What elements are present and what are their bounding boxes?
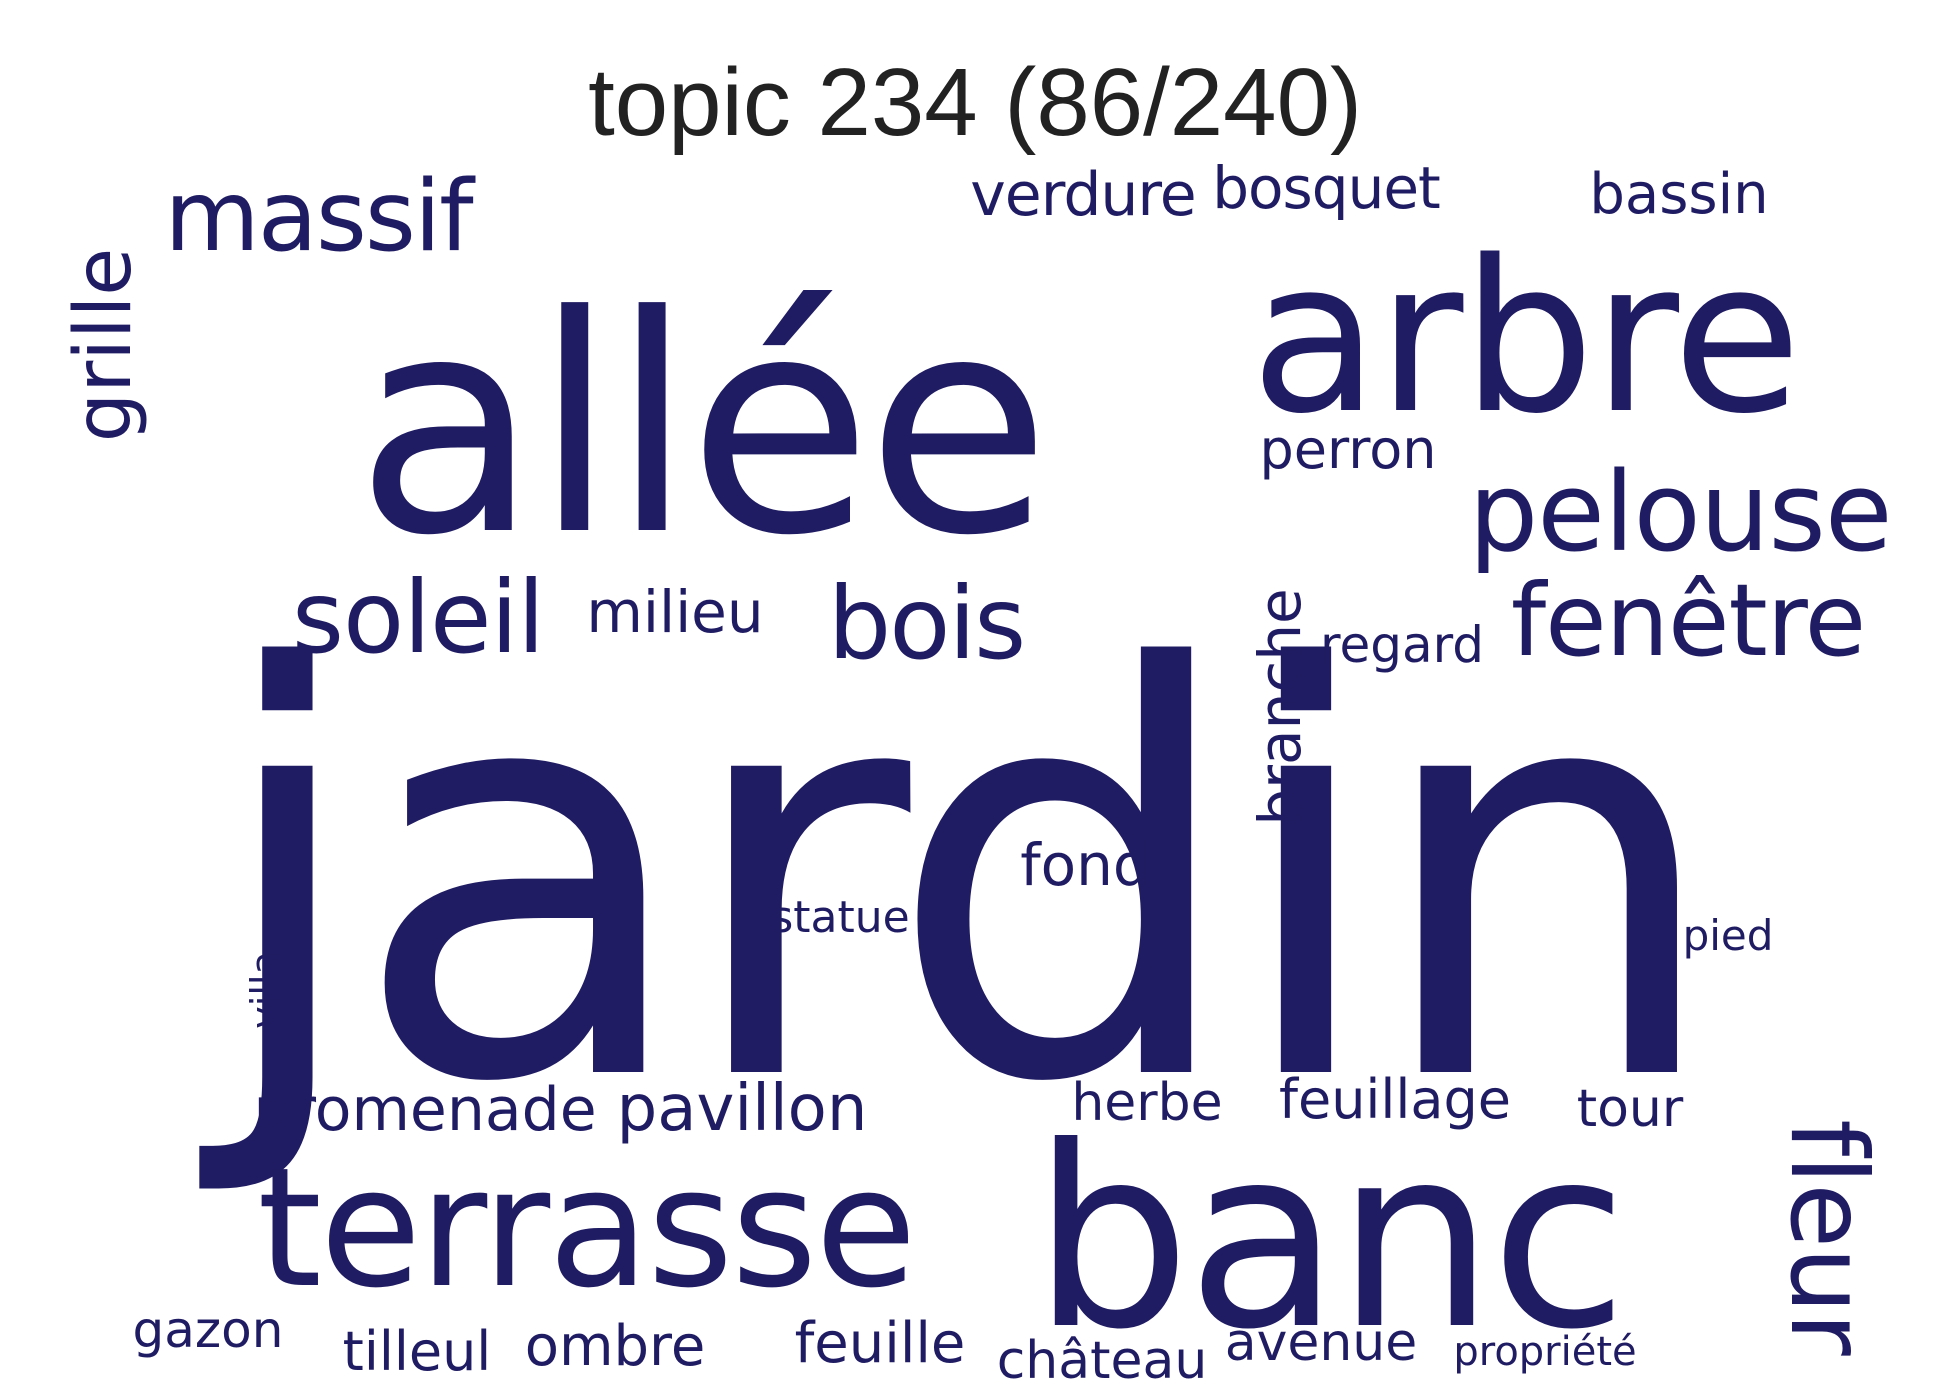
word-pelouse: pelouse	[1468, 448, 1891, 576]
word-fleur: fleur	[1767, 1119, 1889, 1356]
word-milieu: milieu	[586, 578, 763, 646]
word-feuille: feuille	[795, 1311, 966, 1376]
word-allée: allée	[355, 252, 1045, 601]
word-massif: massif	[164, 160, 476, 274]
word-feuillage: feuillage	[1279, 1068, 1511, 1131]
page-title: topic 234 (86/240)	[588, 49, 1362, 156]
word-soleil: soleil	[292, 559, 544, 676]
word-château: château	[997, 1331, 1208, 1391]
word-bassin: bassin	[1589, 162, 1768, 227]
word-promenade: promenade	[253, 1075, 596, 1145]
word-verdure: verdure	[970, 160, 1195, 230]
word-branche: branche	[1246, 588, 1314, 825]
word-terrasse: terrasse	[257, 1132, 915, 1324]
word-arbre: arbre	[1250, 215, 1799, 460]
word-regard: regard	[1320, 616, 1484, 674]
word-pied: pied	[1683, 911, 1774, 960]
word-fond: fond	[1020, 831, 1149, 899]
word-perron: perron	[1259, 418, 1436, 481]
word-fenêtre: fenêtre	[1511, 562, 1865, 679]
word-herbe: herbe	[1071, 1073, 1222, 1133]
word-pavillon: pavillon	[617, 1072, 868, 1146]
word-tilleul: tilleul	[343, 1320, 492, 1383]
word-statue: statue	[770, 892, 909, 943]
word-tour: tour	[1577, 1079, 1684, 1139]
word-villa: villa	[243, 951, 287, 1028]
word-jardin: jardin	[192, 553, 1711, 1205]
word-propriété: propriété	[1453, 1329, 1636, 1375]
word-avenue: avenue	[1225, 1313, 1418, 1373]
word-ombre: ombre	[525, 1314, 706, 1379]
word-banc: banc	[1032, 1093, 1624, 1384]
word-gazon: gazon	[133, 1301, 284, 1359]
word-bosquet: bosquet	[1212, 154, 1440, 222]
word-bois: bois	[828, 565, 1025, 682]
word-grille: grille	[59, 248, 149, 443]
